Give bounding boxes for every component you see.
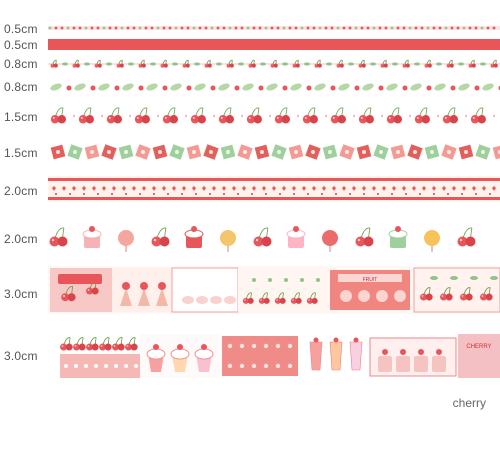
width-label-8: 2.0cm <box>4 232 38 246</box>
tape-10-patchwork: CHERRY <box>48 332 500 380</box>
width-label-4: 0.8cm <box>4 80 38 94</box>
tape-9-banner-text: FRUIT <box>363 277 378 283</box>
width-label-6: 1.5cm <box>4 146 38 160</box>
tape-2-solid-red <box>48 39 500 50</box>
caption: cherry <box>452 396 486 410</box>
tape-3-mini-cherries <box>48 58 500 70</box>
tape-5-cherries <box>48 102 500 128</box>
tape-7-hearts-border <box>48 176 500 202</box>
width-label-5: 1.5cm <box>4 110 38 124</box>
tape-10-label-text: CHERRY <box>466 344 491 350</box>
tape-1-thin-scallop <box>48 24 500 32</box>
tape-6-diamond-pattern <box>48 140 500 166</box>
width-label-2: 0.5cm <box>4 38 38 52</box>
tape-8-sweets-icons <box>48 220 500 254</box>
width-label-9: 3.0cm <box>4 287 38 301</box>
width-label-7: 2.0cm <box>4 184 38 198</box>
width-label-10: 3.0cm <box>4 349 38 363</box>
width-label-1: 0.5cm <box>4 22 38 36</box>
tape-4-leaves <box>48 80 500 94</box>
width-label-3: 0.8cm <box>4 57 38 71</box>
tape-9-patchwork: FRUIT <box>48 266 500 314</box>
